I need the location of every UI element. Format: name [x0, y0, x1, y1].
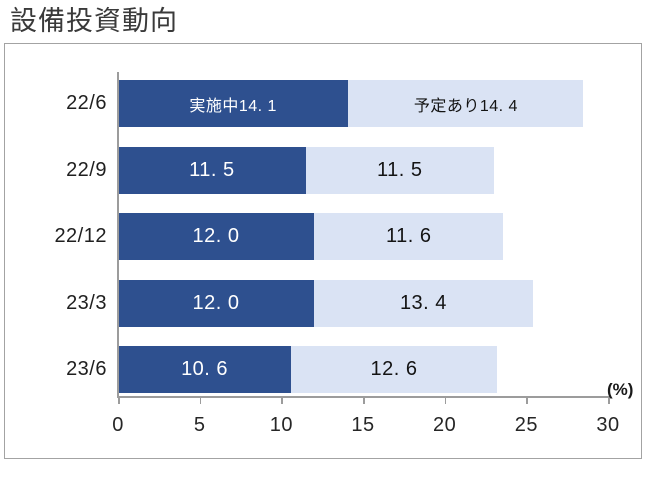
- axis-tick-mark: [444, 396, 447, 404]
- axis-tick-label: 10: [269, 414, 293, 436]
- bar-value-label: 13. 4: [399, 291, 447, 314]
- bar-segment-planned: 予定あり14. 4: [348, 80, 584, 127]
- axis-tick-mark: [281, 396, 283, 404]
- bar-segment-implementing: 11. 5: [118, 146, 306, 194]
- category-label: 23/6: [66, 358, 107, 381]
- axis-tick-mark: [118, 396, 120, 404]
- axis-tick-mark: [199, 396, 202, 404]
- axis-tick-mark: [608, 396, 610, 404]
- bar-value-label: 12. 6: [370, 358, 418, 381]
- bar-value-label: 予定あり14. 4: [413, 97, 518, 115]
- axis-unit-label: (%): [607, 380, 634, 399]
- bar-value-label: 11. 5: [189, 158, 235, 181]
- bar-value-label: 10. 6: [181, 358, 229, 381]
- bar-value-label: 11. 5: [376, 158, 423, 181]
- bar-segment-implementing: 12. 0: [118, 279, 314, 327]
- chart-title: 設備投資動向: [10, 6, 178, 36]
- bar-segment-implementing: 10. 6: [118, 346, 292, 394]
- bar-segment-planned: 11. 5: [305, 146, 494, 194]
- bar-value-label: 12. 0: [192, 291, 240, 314]
- bar-segment-implementing: 12. 0: [118, 213, 314, 261]
- bar-segment-planned: 12. 6: [291, 346, 497, 394]
- category-label: 22/12: [54, 225, 107, 248]
- axis-tick-label: 25: [514, 414, 538, 436]
- axis-tick-mark: [526, 396, 528, 404]
- bar-value-label: 実施中14. 1: [189, 97, 277, 115]
- bar-segment-implementing: 実施中14. 1: [118, 80, 349, 127]
- category-label: 23/3: [66, 291, 107, 314]
- bar-value-label: 12. 0: [192, 225, 240, 248]
- axis-tick-label: 30: [596, 414, 620, 436]
- axis-tick-label: 0: [112, 414, 124, 436]
- category-label: 22/6: [66, 92, 107, 114]
- axis-tick-label: 20: [433, 414, 457, 436]
- axis-tick-label: 5: [193, 414, 206, 436]
- category-axis-line: [117, 72, 119, 396]
- bar-segment-planned: 11. 6: [314, 213, 504, 261]
- axis-tick-mark: [363, 396, 365, 404]
- axis-tick-label: 15: [351, 414, 375, 436]
- category-label: 22/9: [66, 158, 107, 181]
- bar-segment-planned: 13. 4: [314, 279, 533, 327]
- bar-value-label: 11. 6: [385, 225, 432, 248]
- value-axis-line: [117, 396, 608, 398]
